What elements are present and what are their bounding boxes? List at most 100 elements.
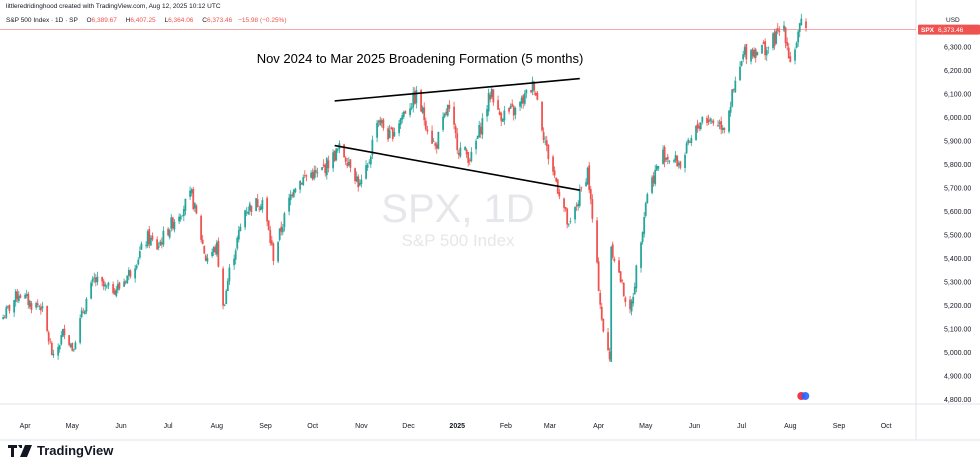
candle-body: [96, 276, 99, 283]
candle: [170, 214, 173, 232]
candle: [151, 232, 154, 242]
candle-body: [404, 111, 407, 114]
last-price-tag: [918, 24, 980, 35]
candle-body: [709, 118, 712, 121]
candle: [368, 159, 371, 165]
candle: [475, 138, 477, 155]
candle-body: [514, 107, 517, 115]
candle: [39, 303, 42, 315]
candle: [104, 282, 107, 291]
candle: [688, 140, 691, 144]
x-tick-label: Nov: [355, 423, 368, 430]
candle-body: [126, 275, 129, 284]
candle: [193, 202, 196, 213]
x-tick-label: Aug: [784, 423, 797, 430]
x-tick-label: Apr: [593, 423, 605, 430]
candle: [644, 201, 647, 218]
price-axis[interactable]: USD 4,800.00 4,900.00 5,000.00 5,100.00 5,200…: [944, 17, 971, 404]
candle-body: [38, 306, 41, 307]
candle: [189, 186, 192, 200]
candle: [371, 135, 374, 159]
candle: [52, 349, 55, 359]
events-icon[interactable]: [797, 392, 810, 400]
candle: [575, 202, 578, 211]
candle: [409, 103, 411, 118]
candle-body: [203, 246, 206, 254]
candle-body: [222, 268, 225, 306]
candle: [520, 95, 523, 109]
candle-body: [72, 349, 75, 351]
candle: [226, 278, 229, 292]
trend-line: [334, 77, 580, 102]
candle: [632, 292, 635, 307]
candle: [325, 157, 328, 180]
tradingview-footer: TradingView: [8, 443, 113, 458]
candle-body: [619, 271, 622, 283]
candle: [145, 241, 148, 249]
candle: [558, 188, 561, 200]
candle: [635, 264, 638, 293]
candle-body: [335, 148, 338, 161]
candle: [478, 120, 481, 138]
candle: [41, 301, 44, 313]
annotations: Nov 2024 to Mar 2025 Broadening Formatio…: [257, 51, 583, 191]
candle: [223, 303, 226, 307]
symbol-name[interactable]: S&P 500 Index · 1D · SP: [6, 17, 78, 24]
candle-body: [778, 30, 781, 33]
candle-body: [13, 300, 16, 313]
candle-body: [575, 205, 578, 207]
candle-body: [613, 258, 616, 261]
candle: [38, 305, 41, 311]
candle: [578, 184, 581, 208]
candle-body: [302, 177, 305, 186]
candle: [68, 334, 71, 347]
candle-body: [355, 176, 358, 182]
candle: [228, 264, 231, 286]
candle: [668, 160, 671, 164]
candle: [280, 221, 283, 236]
candle: [784, 26, 787, 49]
candle-body: [640, 242, 642, 268]
candle: [399, 117, 402, 130]
x-tick-label: Sep: [833, 423, 846, 430]
candle-body: [316, 172, 319, 174]
candle: [761, 44, 763, 54]
candle-body: [655, 165, 658, 171]
candle: [267, 220, 270, 231]
time-axis[interactable]: Apr May Jun Jul Aug Sep Oct Nov Dec 2025 Feb Mar Apr…: [20, 423, 892, 430]
candle-body: [124, 281, 127, 283]
candle-body: [58, 345, 61, 350]
candle-body: [765, 50, 768, 56]
candle: [754, 47, 757, 63]
candle-body: [764, 41, 767, 56]
candle-body: [80, 310, 83, 318]
candle: [588, 161, 591, 194]
candle-body: [784, 27, 787, 44]
candle-body: [25, 294, 28, 297]
candle: [398, 119, 400, 137]
candle-body: [310, 172, 312, 178]
candle: [401, 112, 404, 124]
candle-body: [212, 247, 215, 253]
candle: [721, 125, 724, 134]
candle-body: [69, 344, 72, 348]
candle-body: [332, 152, 334, 169]
candle: [376, 119, 378, 143]
ohlc-open: O6,389.67: [86, 17, 117, 24]
y-tick-label: 6,300.00: [944, 44, 971, 51]
candle: [490, 86, 493, 100]
watermark: SPX, 1DS&P 500 Index: [381, 187, 534, 250]
candle: [739, 61, 741, 82]
candle-body: [377, 120, 380, 123]
candle-body: [303, 175, 306, 177]
candle-body: [371, 139, 374, 156]
candle: [27, 291, 30, 309]
candle: [698, 122, 701, 132]
tradingview-brand: TradingView: [37, 443, 114, 458]
candle-body: [498, 111, 501, 115]
candle: [750, 48, 752, 65]
candle-body: [391, 127, 394, 139]
candle: [776, 23, 779, 35]
ohlc-low: L6,364.06: [164, 17, 194, 24]
